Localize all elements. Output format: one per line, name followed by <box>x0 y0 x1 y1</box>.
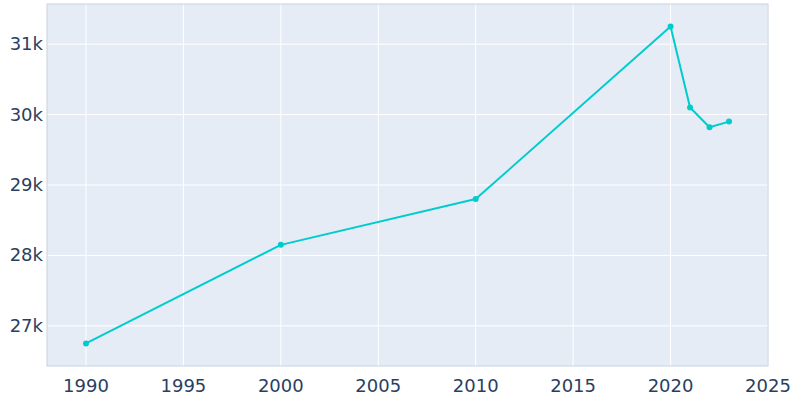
x-tick-label: 2020 <box>648 375 694 396</box>
marker <box>668 24 674 30</box>
marker <box>726 119 732 125</box>
marker <box>83 340 89 346</box>
x-tick-label: 2000 <box>258 375 304 396</box>
x-tick-label: 1995 <box>160 375 206 396</box>
y-tick-label: 30k <box>10 104 44 125</box>
x-tick-label: 2005 <box>355 375 401 396</box>
x-tick-label: 2010 <box>453 375 499 396</box>
y-grid-line <box>47 255 768 256</box>
marker <box>687 105 693 111</box>
y-tick-label: 29k <box>10 174 44 195</box>
x-tick-label: 2015 <box>550 375 596 396</box>
chart: 1990 1995 2000 2005 2010 2015 2020 2025 27k 28k 29… <box>0 0 800 400</box>
plot-background <box>47 4 768 366</box>
line <box>86 27 729 344</box>
chart-container: 1990 1995 2000 2005 2010 2015 2020 2025 27k 28k 29… <box>0 0 800 400</box>
y-tick-label: 28k <box>10 244 44 265</box>
x-tick-label: 2025 <box>745 375 791 396</box>
y-grid-line <box>47 325 768 326</box>
y-grid-line <box>47 44 768 45</box>
y-grid-line <box>47 185 768 186</box>
y-grid-line <box>47 114 768 115</box>
x-tick-label: 1990 <box>63 375 109 396</box>
marker <box>473 196 479 202</box>
grid <box>47 4 768 366</box>
tick-labels: 1990 1995 2000 2005 2010 2015 2020 2025 27k 28k 29… <box>10 33 791 396</box>
marker <box>707 124 713 130</box>
plot-frame <box>47 4 768 366</box>
y-tick-label: 27k <box>10 315 44 336</box>
y-tick-label: 31k <box>10 33 44 54</box>
data-group <box>83 24 732 347</box>
marker <box>278 242 284 248</box>
